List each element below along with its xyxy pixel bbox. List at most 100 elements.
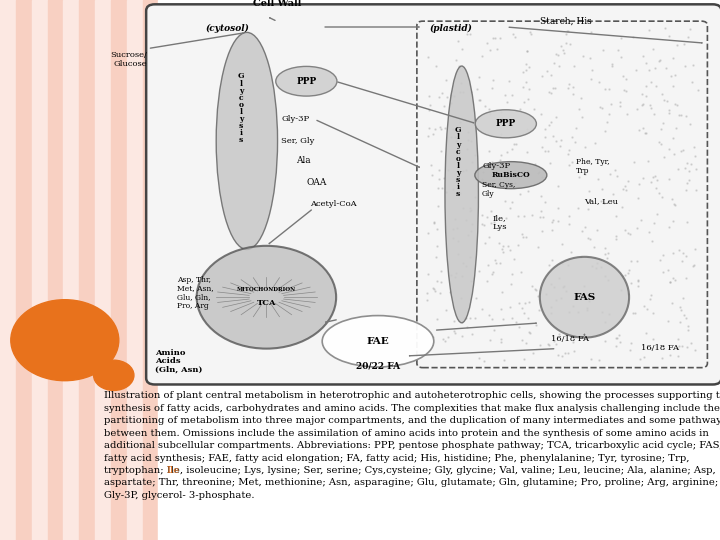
Point xyxy=(570,333,581,342)
Point xyxy=(528,105,539,113)
Point xyxy=(536,226,548,235)
Point xyxy=(618,86,630,94)
Point xyxy=(692,86,703,94)
Point xyxy=(461,145,472,153)
Point xyxy=(516,230,528,238)
Point xyxy=(447,125,459,133)
Point xyxy=(521,167,533,176)
Point xyxy=(449,215,461,224)
Point xyxy=(581,304,593,313)
Point xyxy=(521,148,533,157)
Point xyxy=(483,146,495,155)
Point xyxy=(510,317,521,326)
Point xyxy=(606,62,618,71)
Ellipse shape xyxy=(475,110,536,138)
Point xyxy=(546,280,557,288)
Point xyxy=(586,261,598,270)
Point xyxy=(518,355,530,363)
Point xyxy=(473,354,485,363)
Point xyxy=(673,246,685,255)
Ellipse shape xyxy=(216,32,278,249)
Point xyxy=(510,178,521,187)
Point xyxy=(534,168,545,177)
Point xyxy=(544,121,555,130)
FancyBboxPatch shape xyxy=(146,4,720,384)
Point xyxy=(449,133,461,141)
Point xyxy=(549,282,560,291)
Point xyxy=(508,255,520,264)
Point xyxy=(477,168,489,177)
Point xyxy=(431,276,443,285)
Point xyxy=(663,145,675,154)
Point xyxy=(685,339,696,347)
Point xyxy=(612,45,624,54)
Point xyxy=(633,179,644,188)
Point xyxy=(476,305,487,313)
Point xyxy=(510,32,521,41)
Circle shape xyxy=(94,360,134,390)
Point xyxy=(675,111,687,119)
Point xyxy=(654,56,666,65)
Point xyxy=(638,353,649,362)
Point xyxy=(423,229,434,238)
Point xyxy=(624,346,636,354)
Point xyxy=(534,306,545,315)
Point xyxy=(504,204,516,212)
Point xyxy=(598,199,610,208)
Point xyxy=(464,206,476,215)
Point xyxy=(522,314,534,322)
Point xyxy=(567,90,579,98)
Point xyxy=(589,139,600,147)
Point xyxy=(482,276,493,285)
Point xyxy=(523,94,534,103)
Point xyxy=(431,241,443,250)
Point xyxy=(563,212,575,220)
Point xyxy=(422,52,433,61)
Point xyxy=(430,62,441,70)
Point xyxy=(563,220,575,228)
Point xyxy=(522,186,534,195)
Point xyxy=(548,337,559,346)
Point xyxy=(616,286,627,294)
Point xyxy=(615,34,626,43)
Point xyxy=(570,124,582,132)
Point xyxy=(497,314,508,323)
Point xyxy=(512,212,523,220)
Point xyxy=(672,335,684,343)
Point xyxy=(664,278,675,286)
Text: additional subcellular compartments. Abbreviations: PPP, pentose phosphate pathw: additional subcellular compartments. Abb… xyxy=(104,441,720,450)
Point xyxy=(496,245,508,253)
Point xyxy=(439,336,451,345)
Point xyxy=(568,347,580,355)
Point xyxy=(487,268,499,276)
Point xyxy=(567,158,578,166)
Point xyxy=(462,136,473,145)
Text: between them. Omissions include the assimilation of amino acids into protein and: between them. Omissions include the assi… xyxy=(104,429,709,438)
Point xyxy=(449,92,460,100)
Point xyxy=(433,165,445,174)
Point xyxy=(614,338,626,347)
Point xyxy=(627,32,639,41)
Point xyxy=(546,70,557,79)
Text: G
l
y
c
o
l
y
s
i
s: G l y c o l y s i s xyxy=(238,72,244,144)
Point xyxy=(435,289,446,298)
Circle shape xyxy=(11,300,119,381)
Point xyxy=(498,180,509,188)
Point xyxy=(502,98,513,106)
Point xyxy=(680,252,692,260)
Point xyxy=(620,75,631,83)
Point xyxy=(624,230,636,239)
Point xyxy=(637,124,649,132)
Point xyxy=(620,186,631,195)
Point xyxy=(682,179,693,187)
Point xyxy=(634,355,645,364)
Point xyxy=(433,184,444,192)
Point xyxy=(460,166,472,175)
Point xyxy=(596,104,608,112)
Point xyxy=(516,303,528,312)
Point xyxy=(463,231,474,239)
Point xyxy=(556,294,567,302)
Point xyxy=(464,30,476,38)
Point xyxy=(490,33,501,42)
Point xyxy=(599,318,611,326)
